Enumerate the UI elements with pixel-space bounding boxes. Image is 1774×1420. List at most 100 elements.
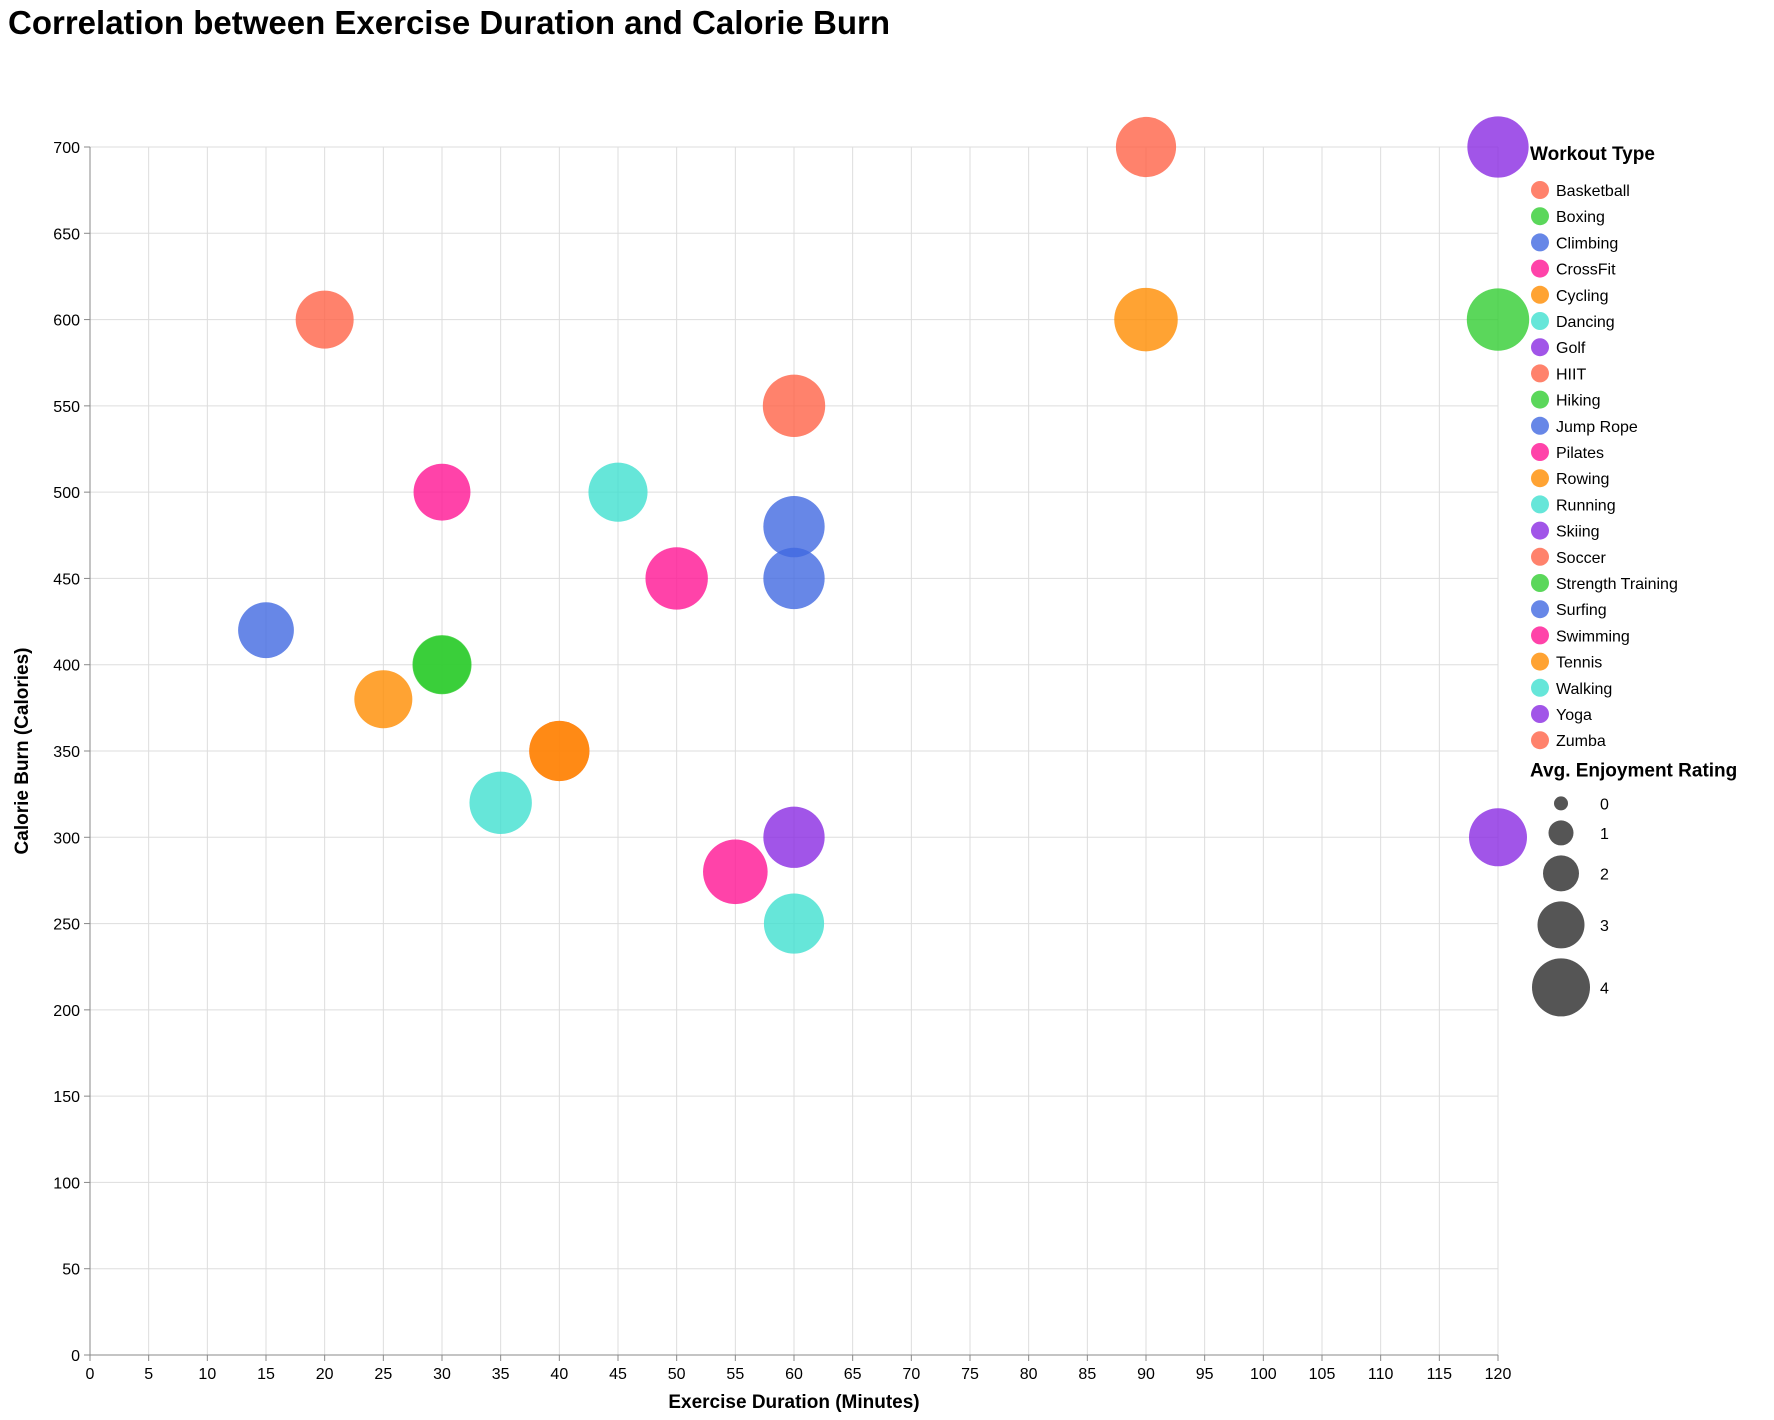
legend-label: Surfing	[1556, 602, 1607, 619]
legend: Workout Type Basketball Boxing Climbing Cros…	[1530, 144, 1737, 1017]
x-tick-label: 15	[257, 1366, 275, 1383]
y-tick-label: 250	[53, 917, 80, 934]
data-point	[412, 635, 472, 695]
legend-swatch	[1531, 338, 1549, 357]
x-tick-label: 60	[785, 1366, 803, 1383]
x-tick-label: 35	[492, 1366, 510, 1383]
legend-label: Zumba	[1556, 733, 1606, 750]
legend-swatch	[1531, 626, 1549, 645]
color-legend-title: Workout Type	[1530, 144, 1655, 165]
size-legend-label: 3	[1600, 918, 1609, 935]
size-legend-title: Avg. Enjoyment Rating	[1530, 760, 1737, 781]
legend-label: Climbing	[1556, 235, 1618, 252]
y-tick-label: 100	[53, 1175, 80, 1192]
x-tick-label: 70	[902, 1366, 920, 1383]
x-axis-title: Exercise Duration (Minutes)	[668, 1392, 919, 1413]
size-legend-label: 1	[1600, 826, 1609, 843]
x-tick-label: 40	[550, 1366, 568, 1383]
legend-swatch	[1531, 364, 1549, 383]
x-tick-label: 10	[198, 1366, 216, 1383]
data-point	[763, 547, 825, 610]
y-tick-label: 350	[53, 744, 80, 761]
data-point	[1469, 808, 1527, 867]
legend-label: Jump Rope	[1556, 419, 1638, 436]
legend-label: Dancing	[1556, 314, 1615, 331]
data-point	[354, 670, 413, 729]
legend-label: Soccer	[1556, 550, 1606, 567]
x-tick-label: 80	[1020, 1366, 1038, 1383]
legend-swatch	[1531, 390, 1549, 409]
x-tick-label: 75	[961, 1366, 979, 1383]
data-point	[1466, 288, 1530, 351]
data-point	[1114, 287, 1178, 352]
y-tick-label: 450	[53, 571, 80, 588]
data-point	[1115, 116, 1177, 178]
legend-label: Pilates	[1556, 445, 1604, 462]
size-legend-circle	[1532, 958, 1590, 1017]
legend-label: Running	[1556, 497, 1616, 514]
legend-label: HIIT	[1556, 366, 1586, 383]
x-tick-label: 5	[144, 1366, 153, 1383]
data-point	[763, 806, 825, 868]
size-legend-label: 2	[1600, 866, 1609, 883]
y-tick-label: 400	[53, 658, 80, 675]
x-tick-label: 30	[433, 1366, 451, 1383]
y-tick-label: 200	[53, 1003, 80, 1020]
y-tick-label: 300	[53, 830, 80, 847]
y-tick-label: 0	[71, 1348, 80, 1365]
x-tick-label: 90	[1137, 1366, 1155, 1383]
legend-swatch	[1531, 547, 1549, 566]
legend-swatch	[1531, 469, 1549, 488]
data-point	[763, 496, 825, 558]
size-legend-circle	[1537, 901, 1585, 949]
x-tick-label: 95	[1196, 1366, 1214, 1383]
data-point	[529, 720, 590, 782]
data-point	[588, 462, 648, 522]
grid	[89, 146, 1499, 1356]
x-tick-label: 55	[726, 1366, 744, 1383]
legend-swatch	[1531, 312, 1549, 330]
legend-swatch	[1531, 705, 1549, 723]
data-point	[1467, 116, 1529, 178]
data-point	[762, 374, 826, 438]
x-tick-label: 65	[844, 1366, 862, 1383]
legend-swatch	[1531, 285, 1549, 304]
data-point	[763, 893, 825, 954]
legend-label: CrossFit	[1556, 262, 1616, 279]
x-tick-label: 45	[609, 1366, 627, 1383]
data-point	[469, 771, 532, 834]
y-axis-title: Calorie Burn (Calories)	[12, 648, 33, 855]
legend-label: Walking	[1556, 681, 1612, 698]
legend-swatch	[1531, 259, 1549, 278]
legend-swatch	[1531, 731, 1549, 750]
chart-title: Correlation between Exercise Duration an…	[8, 4, 891, 41]
x-tick-label: 115	[1427, 1366, 1453, 1383]
legend-label: Strength Training	[1556, 576, 1678, 593]
legend-swatch	[1531, 495, 1549, 514]
legend-swatch	[1531, 574, 1549, 592]
data-point	[645, 547, 708, 610]
y-tick-label: 50	[62, 1262, 80, 1279]
y-tick-label: 600	[53, 313, 80, 330]
x-tick-label: 120	[1485, 1366, 1512, 1383]
legend-label: Rowing	[1556, 471, 1609, 488]
data-point	[238, 602, 294, 659]
legend-swatch	[1531, 652, 1549, 671]
legend-label: Tennis	[1556, 655, 1602, 672]
y-tick-label: 550	[53, 399, 80, 416]
size-legend-circle	[1543, 855, 1579, 892]
x-tick-label: 20	[316, 1366, 334, 1383]
legend-swatch	[1531, 521, 1549, 540]
data-point	[295, 290, 354, 349]
y-tick-label: 700	[53, 140, 80, 157]
data-points	[238, 116, 1530, 954]
legend-swatch	[1531, 233, 1549, 252]
legend-label: Basketball	[1556, 183, 1630, 200]
legend-swatch	[1531, 416, 1549, 435]
size-legend-circle	[1548, 820, 1574, 846]
data-point	[413, 463, 471, 521]
x-tick-label: 50	[668, 1366, 686, 1383]
legend-label: Skiing	[1556, 524, 1600, 541]
axes: 0 5 10 15 20 25 30 35 40 45 50 55 60 65 70 75 80 85 90 95 10…	[12, 140, 1511, 1413]
